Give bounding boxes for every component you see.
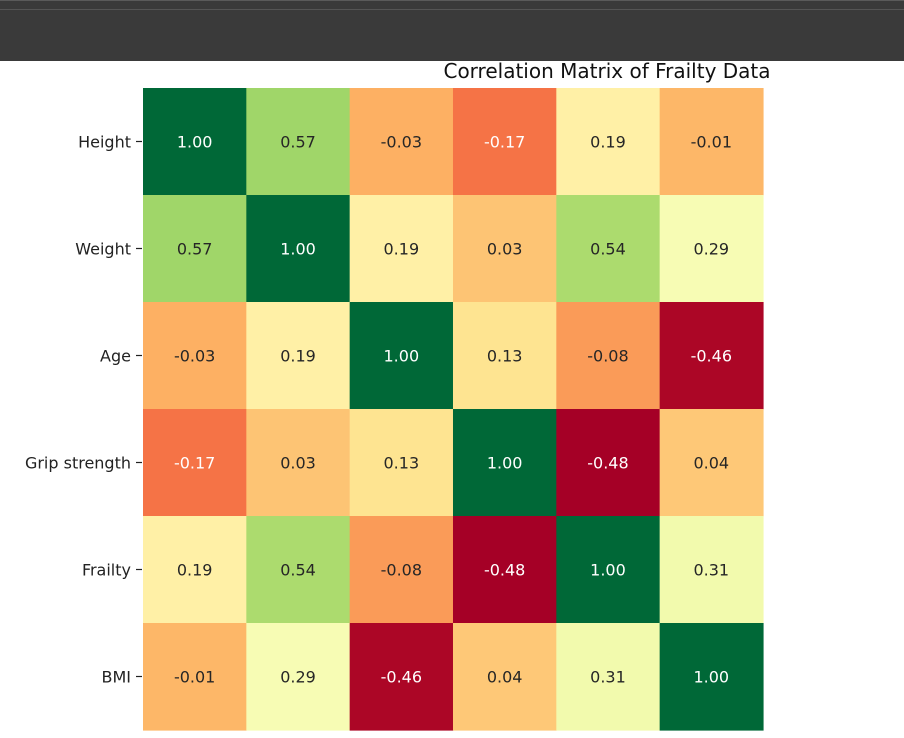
cell-value-label: 1.00 — [177, 133, 213, 152]
heatmap-cell — [246, 409, 351, 517]
cell-value-label: 0.57 — [177, 240, 213, 259]
heatmap-cell — [349, 302, 454, 410]
row-tick-label: BMI — [102, 668, 132, 687]
row-tick-label: Weight — [75, 240, 131, 259]
heatmap-cell — [349, 195, 454, 303]
heatmap-cell — [349, 516, 454, 624]
heatmap-cell — [143, 195, 247, 303]
cell-value-label: 0.13 — [384, 454, 420, 473]
row-tick-label: Frailty — [82, 561, 131, 580]
cell-value-label: -0.01 — [174, 668, 215, 687]
cell-value-label: 0.31 — [590, 668, 626, 687]
cell-value-label: 0.29 — [280, 668, 316, 687]
cell-value-label: 0.04 — [693, 454, 729, 473]
chart-title: Correlation Matrix of Frailty Data — [443, 59, 770, 83]
row-tick-label: Age — [100, 347, 131, 366]
heatmap-cell — [246, 195, 351, 303]
cell-value-label: 1.00 — [487, 454, 523, 473]
heatmap-cell — [556, 623, 661, 731]
heatmap-cell — [349, 623, 454, 731]
heatmap-cell — [659, 623, 764, 731]
heatmap-cell — [246, 623, 351, 731]
cell-value-label: -0.03 — [381, 133, 422, 152]
cell-value-label: 1.00 — [280, 240, 316, 259]
heatmap-cell — [452, 623, 557, 731]
toolbar-divider — [0, 9, 904, 10]
cell-value-label: -0.03 — [174, 347, 215, 366]
cell-value-label: 0.54 — [590, 240, 626, 259]
heatmap-cell — [659, 409, 764, 517]
cell-value-label: -0.48 — [484, 561, 525, 580]
heatmap-cell — [659, 302, 764, 410]
row-labels: Height Weight Age Grip strength Frailty BMI — [25, 133, 142, 687]
cell-value-label: 1.00 — [693, 668, 729, 687]
heatmap-cell — [556, 302, 661, 410]
cell-value-label: -0.08 — [587, 347, 628, 366]
heatmap-cell — [143, 623, 247, 731]
cell-value-label: 0.03 — [280, 454, 316, 473]
heatmap-cell — [452, 302, 557, 410]
cell-value-label: 0.03 — [487, 240, 523, 259]
cell-value-label: 0.19 — [590, 133, 626, 152]
heatmap-cell — [659, 516, 764, 624]
cell-value-label: 0.29 — [693, 240, 729, 259]
cell-value-label: 0.19 — [384, 240, 420, 259]
cell-value-label: 1.00 — [384, 347, 420, 366]
heatmap-cell — [556, 88, 661, 196]
heatmap-cell — [143, 516, 247, 624]
cell-value-label: -0.46 — [691, 347, 732, 366]
heatmap-cell — [556, 409, 661, 517]
heatmap-cell — [143, 302, 247, 410]
cell-value-label: 0.57 — [280, 133, 316, 152]
window-toolbar — [0, 0, 904, 61]
heatmap-cell — [246, 302, 351, 410]
heatmap-cell — [143, 88, 247, 196]
heatmap-cell — [659, 195, 764, 303]
cell-value-label: 1.00 — [590, 561, 626, 580]
cell-value-label: -0.01 — [691, 133, 732, 152]
cell-value-label: 0.31 — [693, 561, 729, 580]
cell-value-label: -0.48 — [587, 454, 628, 473]
heatmap-cell — [246, 88, 351, 196]
heatmap-cell — [143, 409, 247, 517]
heatmap-cell — [556, 195, 661, 303]
heatmap-cell — [349, 409, 454, 517]
cell-value-label: -0.08 — [381, 561, 422, 580]
cell-value-label: -0.46 — [381, 668, 422, 687]
cell-value-label: -0.17 — [174, 454, 215, 473]
cell-value-label: 0.54 — [280, 561, 316, 580]
cell-value-label: 0.13 — [487, 347, 523, 366]
heatmap-cell — [246, 516, 351, 624]
heatmap-cell — [452, 516, 557, 624]
heatmap-cell — [556, 516, 661, 624]
row-tick-label: Height — [78, 133, 131, 152]
cell-value-label: 0.19 — [280, 347, 316, 366]
heatmap-cell — [452, 88, 557, 196]
heatmap-cell — [659, 88, 764, 196]
cell-value-label: 0.04 — [487, 668, 523, 687]
cell-value-label: -0.17 — [484, 133, 525, 152]
cell-value-label: 0.19 — [177, 561, 213, 580]
heatmap-cell — [349, 88, 454, 196]
row-tick-label: Grip strength — [25, 454, 131, 473]
heatmap-cell — [452, 195, 557, 303]
heatmap-cells: 1.00 0.57 -0.03 -0.17 0.19 -0.01 0.57 1.00 0.19 0… — [143, 88, 764, 731]
heatmap-cell — [452, 409, 557, 517]
